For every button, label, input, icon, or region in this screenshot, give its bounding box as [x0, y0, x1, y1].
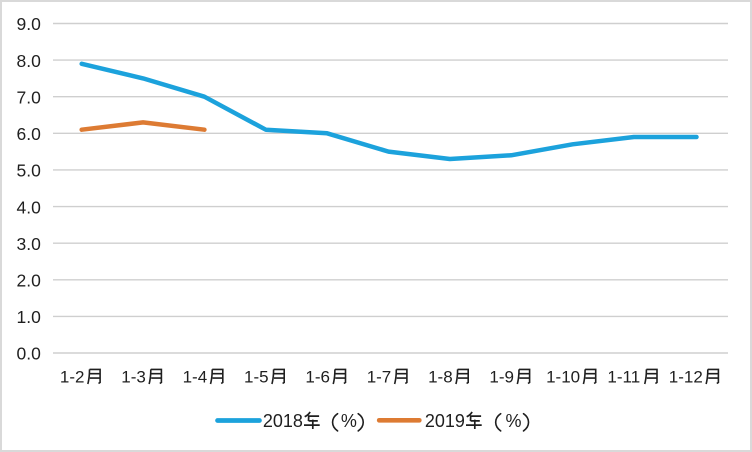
svg-text:1-5: 1-5	[244, 367, 269, 386]
svg-text:1.0: 1.0	[16, 307, 41, 327]
svg-text:1-10: 1-10	[546, 367, 580, 386]
svg-text:2019: 2019	[425, 411, 465, 431]
svg-text:%: %	[506, 411, 522, 431]
svg-text:0.0: 0.0	[16, 344, 41, 364]
svg-text:1-4: 1-4	[183, 367, 208, 386]
svg-text:%: %	[341, 411, 357, 431]
svg-text:1-11: 1-11	[607, 367, 640, 386]
svg-text:1-6: 1-6	[305, 367, 330, 386]
svg-text:8.0: 8.0	[16, 51, 41, 71]
svg-text:9.0: 9.0	[16, 14, 41, 34]
svg-text:5.0: 5.0	[16, 161, 41, 181]
svg-text:1-8: 1-8	[428, 367, 453, 386]
svg-text:2018: 2018	[263, 411, 303, 431]
svg-text:1-3: 1-3	[121, 367, 146, 386]
svg-text:1-9: 1-9	[489, 367, 514, 386]
svg-text:1-7: 1-7	[367, 367, 392, 386]
svg-text:4.0: 4.0	[16, 197, 41, 217]
svg-text:7.0: 7.0	[16, 87, 41, 107]
svg-text:3.0: 3.0	[16, 234, 41, 254]
svg-text:1-12: 1-12	[669, 367, 703, 386]
svg-text:6.0: 6.0	[16, 124, 41, 144]
svg-text:1-2: 1-2	[60, 367, 85, 386]
svg-text:2.0: 2.0	[16, 271, 41, 291]
